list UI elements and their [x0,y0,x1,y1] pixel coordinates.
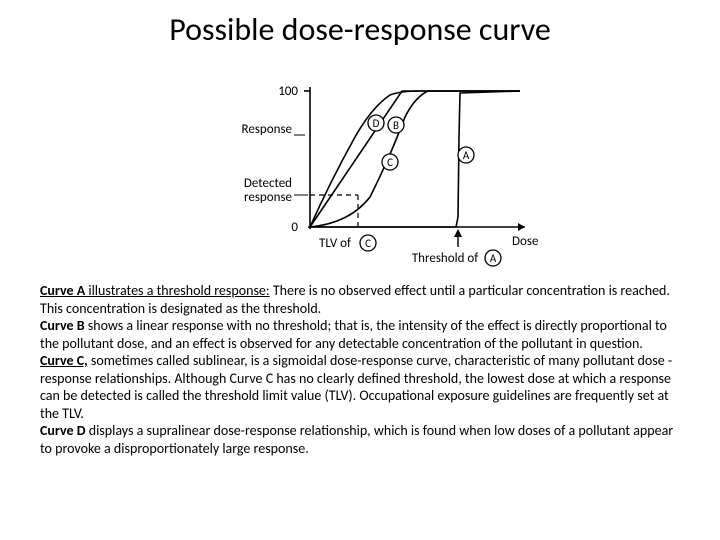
tlv-circle-c: C [360,235,376,251]
curve-c [310,91,520,227]
svg-text:C: C [365,237,371,250]
x-axis-arrow-icon [518,223,525,231]
slide-title: Possible dose-response curve [40,10,680,49]
svg-text:C: C [387,156,393,169]
threshold-circle-a: A [485,250,501,266]
svg-text:A: A [463,149,470,162]
paragraph-d: Curve D displays a supralinear dose-resp… [40,422,680,457]
label-0: 0 [291,220,298,235]
curve-label-d: D [368,115,384,131]
body-text: Curve A illustrates a threshold response… [40,282,680,457]
dose-response-chart: 100 0 Response Detected response [180,57,540,267]
slide: Possible dose-response curve 100 0 Respo… [0,0,720,477]
label-dose: Dose [512,234,538,249]
paragraph-a: Curve A illustrates a threshold response… [40,282,680,317]
svg-text:B: B [393,119,399,132]
curve-label-b: B [388,117,404,133]
paragraph-b: Curve B shows a linear response with no … [40,317,680,352]
label-threshold: Threshold of [412,251,478,266]
curve-b [310,91,520,227]
svg-text:D: D [373,117,380,130]
paragraph-c: Curve C, sometimes called sublinear, is … [40,352,680,422]
label-detected2: response [244,190,292,205]
label-detected: Detected [244,176,292,191]
curve-label-a: A [458,147,474,163]
chart-container: 100 0 Response Detected response [40,57,680,272]
curve-d [310,91,520,227]
threshold-arrow-head-icon [454,229,462,237]
svg-text:A: A [490,252,497,265]
label-response: Response [242,122,292,137]
curve-a [310,91,520,227]
label-tlv: TLV of [319,236,351,251]
label-100: 100 [278,84,298,99]
curve-label-c: C [382,154,398,170]
